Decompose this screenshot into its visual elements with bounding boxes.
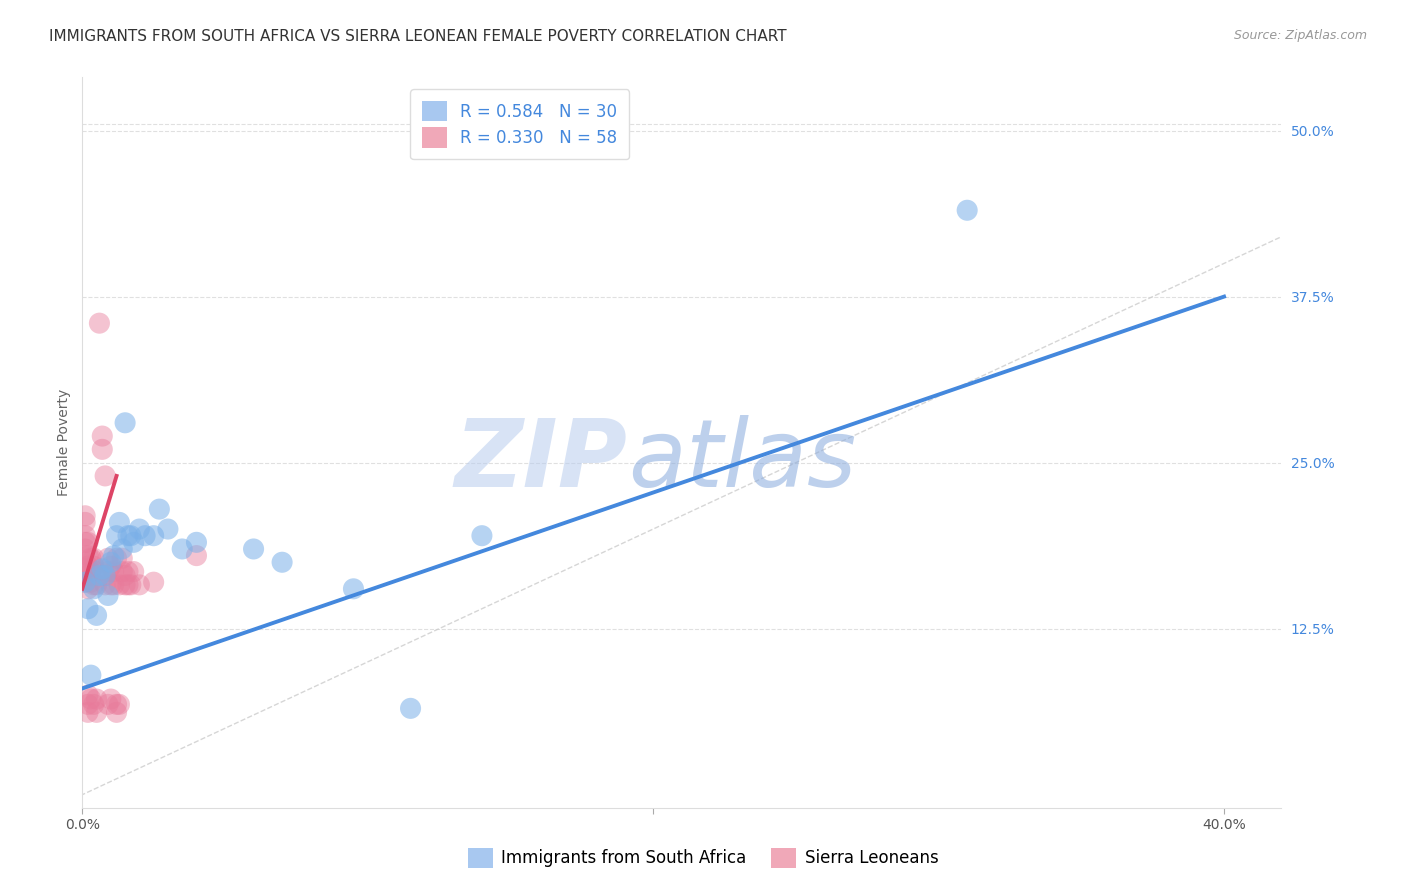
Point — [186, 535, 208, 549]
Point — [103, 565, 125, 579]
Point — [128, 522, 150, 536]
Point — [103, 549, 125, 563]
Point — [120, 578, 142, 592]
Point — [142, 575, 165, 590]
Point — [156, 522, 179, 536]
Point — [75, 575, 97, 590]
Point — [75, 535, 97, 549]
Point — [122, 565, 145, 579]
Point — [120, 529, 142, 543]
Point — [956, 203, 979, 218]
Point — [342, 582, 364, 596]
Point — [77, 601, 100, 615]
Point — [186, 549, 208, 563]
Point — [134, 529, 156, 543]
Point — [114, 416, 136, 430]
Y-axis label: Female Poverty: Female Poverty — [58, 389, 72, 496]
Point — [97, 565, 120, 579]
Point — [128, 578, 150, 592]
Point — [142, 529, 165, 543]
Text: atlas: atlas — [627, 416, 856, 507]
Point — [89, 568, 111, 582]
Point — [77, 582, 100, 596]
Point — [86, 608, 108, 623]
Point — [75, 529, 97, 543]
Point — [89, 316, 111, 330]
Point — [94, 568, 117, 582]
Point — [100, 555, 122, 569]
Text: Source: ZipAtlas.com: Source: ZipAtlas.com — [1233, 29, 1367, 42]
Point — [100, 692, 122, 706]
Point — [75, 562, 97, 576]
Point — [105, 529, 128, 543]
Point — [91, 562, 114, 576]
Point — [80, 692, 103, 706]
Point — [117, 565, 139, 579]
Point — [103, 578, 125, 592]
Point — [94, 568, 117, 582]
Point — [75, 575, 97, 590]
Point — [117, 578, 139, 592]
Point — [75, 516, 97, 530]
Point — [94, 469, 117, 483]
Point — [97, 589, 120, 603]
Point — [83, 551, 105, 566]
Point — [100, 559, 122, 574]
Legend: R = 0.584   N = 30, R = 0.330   N = 58: R = 0.584 N = 30, R = 0.330 N = 58 — [411, 89, 630, 160]
Point — [75, 508, 97, 523]
Point — [108, 698, 131, 712]
Point — [97, 698, 120, 712]
Point — [75, 555, 97, 569]
Point — [86, 706, 108, 720]
Point — [80, 668, 103, 682]
Point — [80, 551, 103, 566]
Legend: Immigrants from South Africa, Sierra Leoneans: Immigrants from South Africa, Sierra Leo… — [461, 841, 945, 875]
Point — [105, 551, 128, 566]
Point — [77, 706, 100, 720]
Point — [86, 565, 108, 579]
Text: ZIP: ZIP — [456, 415, 627, 507]
Point — [172, 541, 194, 556]
Point — [105, 698, 128, 712]
Point — [86, 692, 108, 706]
Point — [271, 555, 294, 569]
Point — [83, 559, 105, 574]
Point — [86, 578, 108, 592]
Point — [122, 535, 145, 549]
Point — [80, 565, 103, 579]
Point — [77, 688, 100, 702]
Point — [97, 551, 120, 566]
Point — [108, 578, 131, 592]
Point — [75, 541, 97, 556]
Point — [471, 529, 494, 543]
Point — [105, 706, 128, 720]
Point — [111, 551, 134, 566]
Point — [94, 578, 117, 592]
Text: IMMIGRANTS FROM SOUTH AFRICA VS SIERRA LEONEAN FEMALE POVERTY CORRELATION CHART: IMMIGRANTS FROM SOUTH AFRICA VS SIERRA L… — [49, 29, 787, 44]
Point — [91, 429, 114, 443]
Point — [83, 578, 105, 592]
Point — [111, 565, 134, 579]
Point — [77, 535, 100, 549]
Point — [77, 698, 100, 712]
Point — [111, 541, 134, 556]
Point — [77, 568, 100, 582]
Point — [77, 549, 100, 563]
Point — [399, 701, 422, 715]
Point — [77, 559, 100, 574]
Point — [80, 575, 103, 590]
Point — [114, 578, 136, 592]
Point — [117, 529, 139, 543]
Point — [100, 578, 122, 592]
Point — [148, 502, 170, 516]
Point — [114, 568, 136, 582]
Point — [83, 582, 105, 596]
Point — [83, 698, 105, 712]
Point — [91, 442, 114, 457]
Point — [108, 516, 131, 530]
Point — [242, 541, 264, 556]
